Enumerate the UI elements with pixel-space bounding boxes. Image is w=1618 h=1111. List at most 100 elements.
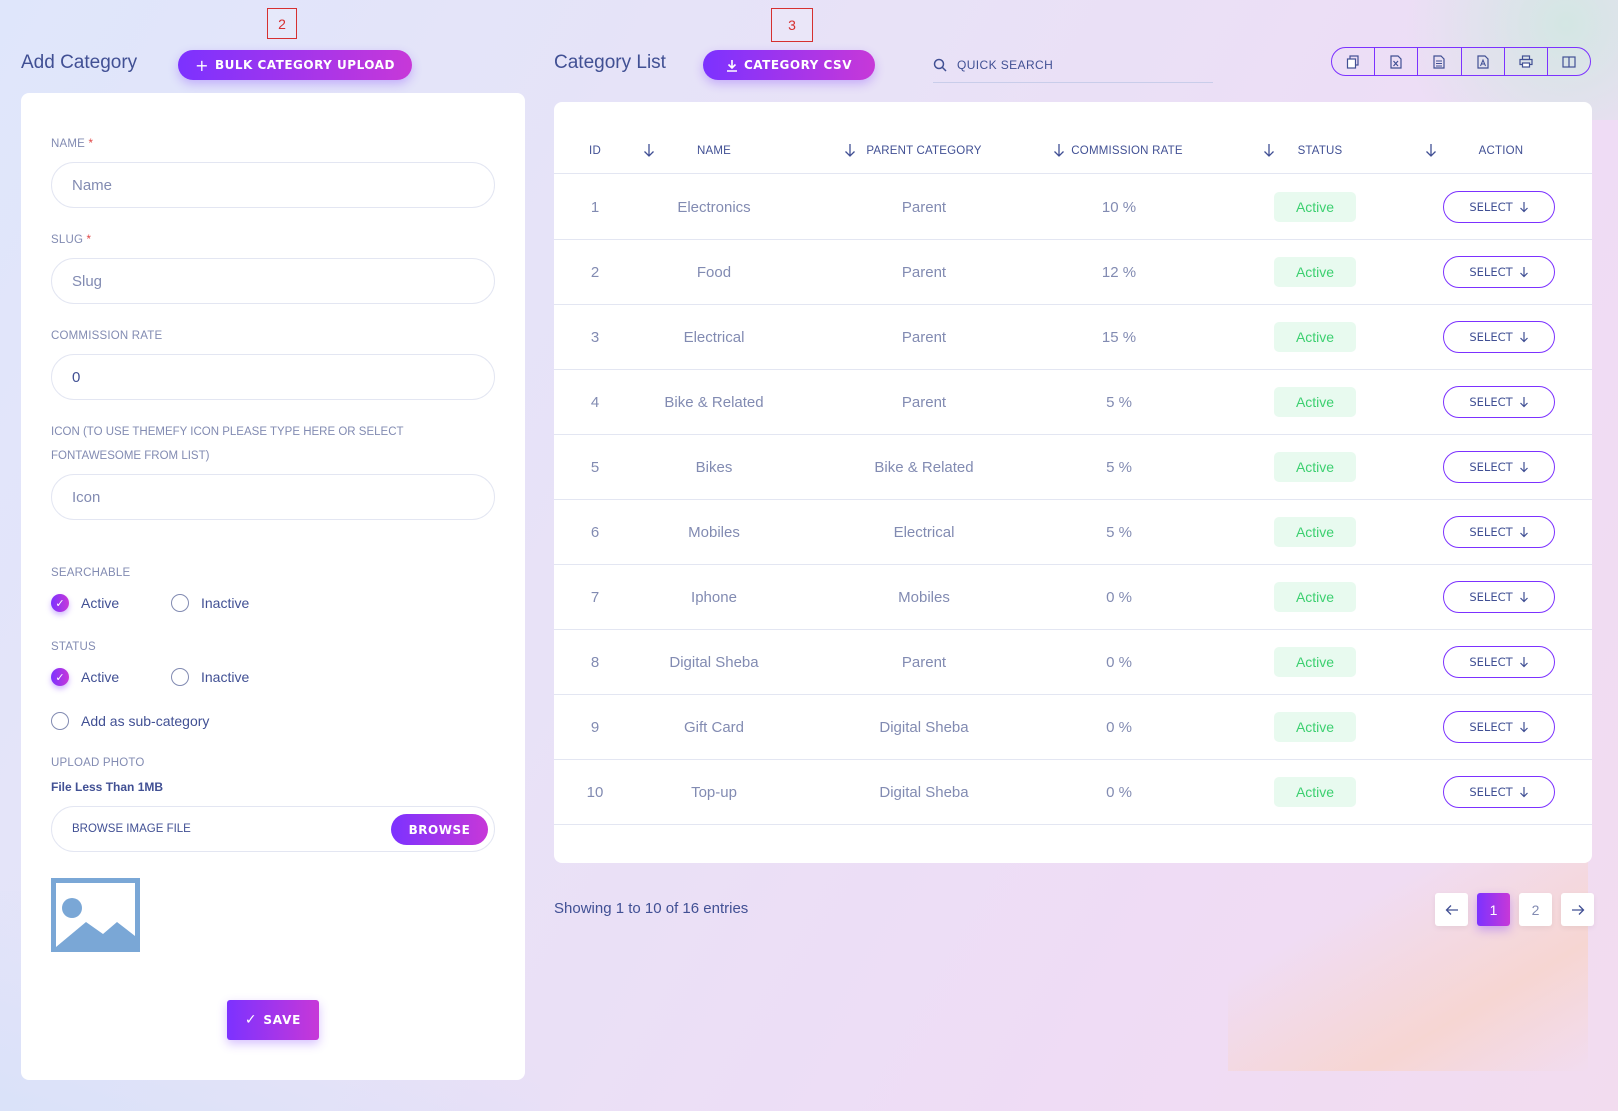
name-label: NAME * [51,138,94,150]
select-label: SELECT [1469,460,1513,474]
status-badge: Active [1274,257,1356,287]
name-input[interactable] [51,162,495,208]
table-header: ID NAME PARENT CATEGORY COMMISSION RATE … [554,132,1592,174]
page-1-button[interactable]: 1 [1477,893,1510,926]
row-action-cell: SELECT [1438,630,1560,694]
row-commission-rate: 5 % [1106,523,1132,541]
radio-empty-icon [51,712,69,730]
row-status-cell: Active [1270,435,1360,499]
search-icon [933,58,947,72]
table-row: 6 Mobiles Electrical 5 % Active SELECT [554,500,1592,565]
row-status-cell: Active [1270,500,1360,564]
select-button[interactable]: SELECT [1443,711,1555,743]
table-row: 4 Bike & Related Parent 5 % Active SELECT [554,370,1592,435]
row-commission-rate: 15 % [1101,328,1137,346]
status-badge: Active [1274,452,1356,482]
save-button[interactable]: ✓ SAVE [227,1000,319,1040]
sort-arrow-icon[interactable] [1262,141,1276,159]
row-name: Iphone [691,588,737,606]
category-list-title: Category List [554,52,666,73]
row-action-cell: SELECT [1438,240,1560,304]
upload-note: File Less Than 1MB [51,780,164,794]
search-input[interactable] [957,58,1197,72]
row-id: 7 [590,588,600,606]
select-button[interactable]: SELECT [1443,646,1555,678]
csv-icon[interactable] [1418,48,1462,75]
row-commission-rate: 5 % [1106,393,1132,411]
next-page-button[interactable] [1561,893,1594,926]
row-status-cell: Active [1270,305,1360,369]
icon-label: ICON (TO USE THEMEFY ICON PLEASE TYPE HE… [51,426,404,462]
status-active-radio[interactable]: ✓ Active [51,668,119,686]
print-icon[interactable] [1505,48,1548,75]
radio-empty-icon [171,594,189,612]
commission-rate-input[interactable] [51,354,495,400]
searchable-label: SEARCHABLE [51,567,131,579]
row-action-cell: SELECT [1438,435,1560,499]
row-commission-rate: 0 % [1106,653,1132,671]
quick-search[interactable] [933,48,1213,83]
select-button[interactable]: SELECT [1443,776,1555,808]
page-2-button[interactable]: 2 [1519,893,1552,926]
prev-page-button[interactable] [1435,893,1468,926]
arrow-down-icon [1519,267,1528,278]
select-button[interactable]: SELECT [1443,321,1555,353]
row-status-cell: Active [1270,565,1360,629]
export-toolbar [1331,47,1591,76]
select-button[interactable]: SELECT [1443,191,1555,223]
column-name: NAME [696,145,732,157]
select-label: SELECT [1469,590,1513,604]
select-button[interactable]: SELECT [1443,451,1555,483]
row-name: Bike & Related [664,393,764,411]
browse-button[interactable]: BROWSE [391,814,488,845]
pdf-icon[interactable] [1462,48,1505,75]
status-badge: Active [1274,712,1356,742]
row-commission-rate: 12 % [1101,263,1137,281]
sort-arrow-icon[interactable] [1052,141,1066,159]
sub-category-checkbox[interactable]: Add as sub-category [51,712,209,730]
status-badge: Active [1274,777,1356,807]
arrow-down-icon [1519,592,1528,603]
slug-label: SLUG * [51,234,92,246]
row-id: 4 [590,393,600,411]
row-status-cell: Active [1270,630,1360,694]
row-parent-category: Parent [901,328,947,346]
category-csv-button[interactable]: CATEGORY CSV [703,50,875,80]
select-label: SELECT [1469,655,1513,669]
column-parent-category: PARENT CATEGORY [866,145,982,157]
arrow-down-icon [1519,527,1528,538]
columns-icon[interactable] [1548,48,1590,75]
select-button[interactable]: SELECT [1443,386,1555,418]
check-icon: ✓ [51,668,69,686]
status-badge: Active [1274,387,1356,417]
select-button[interactable]: SELECT [1443,256,1555,288]
row-id: 10 [586,783,604,801]
arrow-down-icon [1519,462,1528,473]
row-commission-rate: 0 % [1106,783,1132,801]
searchable-inactive-radio[interactable]: Inactive [171,594,249,612]
row-name: Electronics [677,198,751,216]
slug-input[interactable] [51,258,495,304]
plus-icon: + [195,55,209,75]
select-label: SELECT [1469,330,1513,344]
icon-input[interactable] [51,474,495,520]
copy-icon[interactable] [1332,48,1376,75]
row-action-cell: SELECT [1438,305,1560,369]
row-name: Mobiles [688,523,740,541]
select-button[interactable]: SELECT [1443,581,1555,613]
row-id: 5 [590,458,600,476]
arrow-left-icon [1445,904,1458,915]
sort-arrow-icon[interactable] [1424,141,1438,159]
searchable-active-radio[interactable]: ✓ Active [51,594,119,612]
browse-image-field[interactable]: BROWSE IMAGE FILE BROWSE [51,806,495,852]
select-button[interactable]: SELECT [1443,516,1555,548]
sort-arrow-icon[interactable] [642,141,656,159]
row-id: 8 [590,653,600,671]
bulk-category-upload-button[interactable]: + BULK CATEGORY UPLOAD [178,50,412,80]
row-commission-rate: 0 % [1106,588,1132,606]
row-name: Bikes [695,458,733,476]
sort-arrow-icon[interactable] [843,141,857,159]
status-inactive-radio[interactable]: Inactive [171,668,249,686]
radio-empty-icon [171,668,189,686]
excel-icon[interactable] [1375,48,1419,75]
